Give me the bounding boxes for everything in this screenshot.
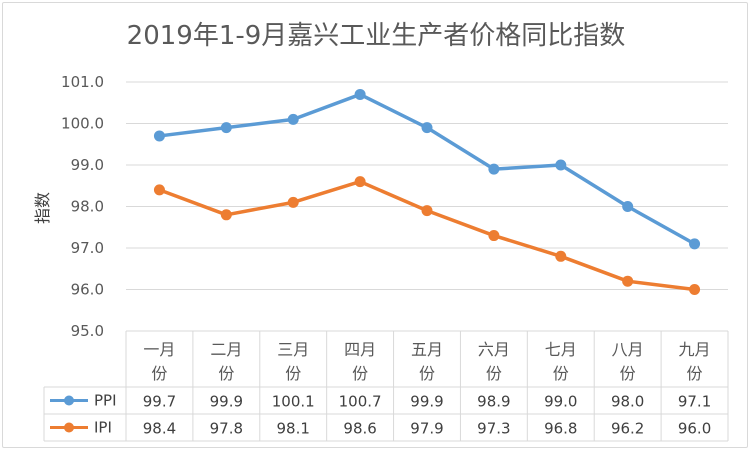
data-point [153, 184, 165, 196]
legend-key-marker [64, 422, 74, 433]
x-category-label: 份 [486, 364, 502, 383]
grid-lines [126, 81, 728, 290]
y-tick-label: 101.0 [61, 73, 104, 91]
data-point [287, 196, 299, 208]
series-line [157, 92, 697, 246]
table-cell-value: 98.1 [277, 420, 310, 438]
table-cell-value: 98.9 [477, 393, 510, 411]
x-category-label: 六月 [478, 340, 510, 359]
table-cell-value: 98.6 [343, 420, 376, 438]
table-cell-value: 98.4 [143, 420, 176, 438]
x-category-label: 四月 [344, 340, 376, 359]
x-category-label: 五月 [411, 340, 443, 359]
data-point [622, 201, 634, 212]
x-category-label: 份 [151, 364, 167, 383]
data-point [488, 230, 500, 242]
x-category-label: 二月 [210, 340, 242, 359]
x-category-label: 份 [553, 364, 569, 383]
chart-frame [2, 2, 748, 448]
table-cell-value: 100.1 [272, 393, 315, 411]
x-category-label: 份 [285, 364, 301, 383]
table-cell-value: 97.1 [678, 393, 711, 411]
table-cell-value: 99.9 [210, 393, 243, 411]
x-category-label: 份 [352, 364, 368, 383]
table-cell-value: 96.2 [611, 420, 644, 438]
y-tick-label: 95.0 [71, 322, 104, 340]
legend-label: PPI [94, 392, 117, 410]
data-point [421, 205, 433, 217]
y-tick-label: 99.0 [71, 156, 104, 174]
x-category-label: 三月 [277, 340, 309, 359]
legend-label: IPI [94, 419, 112, 437]
y-axis-ticks: 95.0 96.0 97.0 98.0 99.0 100.0 101.0 [61, 73, 104, 340]
y-axis-label: 指数 [33, 192, 52, 224]
table-cell-value: 100.7 [339, 393, 382, 411]
table-cell-value: 97.3 [477, 420, 510, 438]
table-cell-value: 99.0 [544, 393, 577, 411]
x-category-label: 一月 [143, 340, 175, 359]
series-group [153, 88, 701, 295]
data-point [488, 163, 500, 175]
table-cell-value: 96.0 [678, 420, 711, 438]
data-point [220, 209, 232, 221]
table-cell-value: 97.9 [410, 420, 443, 438]
data-point [689, 238, 701, 250]
table-cell-value: 99.7 [143, 393, 176, 411]
x-category-label: 七月 [545, 340, 577, 359]
data-point [220, 122, 232, 134]
legend-key-marker [64, 395, 74, 406]
data-point [354, 176, 366, 188]
x-category-label: 份 [218, 364, 234, 383]
x-category-label: 九月 [679, 340, 711, 359]
chart-title: 2019年1-9月嘉兴工业生产者价格同比指数 [127, 21, 626, 51]
data-point [555, 250, 567, 262]
table-cell-value: 96.8 [544, 420, 577, 438]
x-category-label: 八月 [612, 340, 644, 359]
data-point [354, 88, 366, 100]
data-point [555, 159, 567, 171]
data-point [153, 130, 165, 142]
y-tick-label: 100.0 [61, 115, 104, 133]
x-category-label: 份 [687, 364, 703, 383]
data-table: 一月份 二月份 三月份 四月份 五月份 六月份 七月份 八月份 九月份 PPI 99.7 99.9 10… [43, 330, 729, 442]
y-tick-label: 98.0 [71, 198, 104, 216]
data-point [421, 122, 433, 134]
data-point [287, 113, 299, 125]
x-category-label: 份 [419, 364, 435, 383]
y-tick-label: 96.0 [71, 281, 104, 299]
table-cell-value: 98.0 [611, 393, 644, 411]
table-cell-value: 99.9 [410, 393, 443, 411]
table-cell-value: 97.8 [210, 420, 243, 438]
data-point [622, 275, 634, 287]
data-point [689, 284, 701, 295]
x-category-label: 份 [620, 364, 636, 383]
y-tick-label: 97.0 [71, 239, 104, 257]
